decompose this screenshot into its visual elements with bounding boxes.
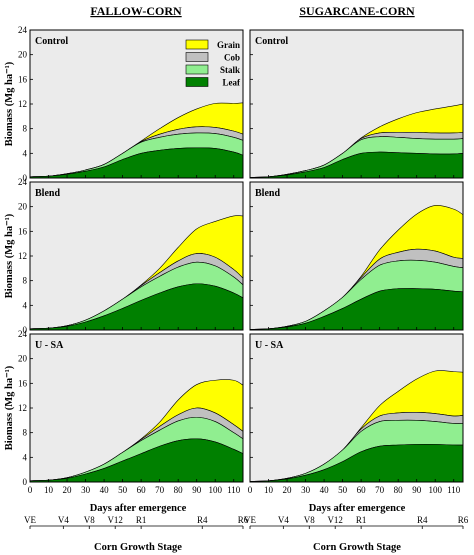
y-axis-title-row-2: Biomass (Mg ha⁻¹) [4,213,15,298]
panel-u-sa-sugarcane-corn-xtick-label-30: 30 [301,485,311,495]
stage-label-left-v12: V12 [107,515,123,525]
panel-u-sa-fallow-corn-ytick-label-20: 20 [18,354,28,364]
stage-label-right-r4: R4 [417,515,428,525]
title-left: FALLOW-CORN [90,4,182,18]
panel-u-sa-fallow-corn-xtick-label-0: 0 [28,485,33,495]
legend-label-cob: Cob [224,53,240,63]
panel-u-sa-fallow-corn-xtick-label-110: 110 [227,485,241,495]
panel-u-sa-sugarcane-corn-xtick-label-110: 110 [447,485,461,495]
panel-u-sa-fallow-corn-ytick-label-0: 0 [23,477,28,487]
legend-swatch-leaf [185,77,209,87]
stage-label-right-r1: R1 [356,515,367,525]
legend-swatch-stalk [185,64,209,75]
panel-blend-fallow-corn-ytick-label-20: 20 [18,202,28,212]
legend-label-grain: Grain [217,40,240,50]
stage-label-right-v8: V8 [304,515,315,525]
panel-blend-sugarcane-corn: Blend [249,181,464,331]
panel-u-sa-sugarcane-corn-xtick-label-40: 40 [320,485,330,495]
y-axis-title-row-1: Biomass (Mg ha⁻¹) [4,61,15,146]
stage-label-right-ve: VE [244,515,256,525]
panel-u-sa-fallow-corn-ytick-label-24: 24 [18,329,28,339]
panel-control-sugarcane-corn-label: Control [255,36,288,47]
stage-label-left-ve: VE [24,515,36,525]
panel-control-fallow-corn-label: Control [35,36,68,47]
panel-u-sa-sugarcane-corn-xtick-label-10: 10 [264,485,274,495]
stage-label-left-r6: R6 [238,515,249,525]
panel-u-sa-fallow-corn-xtick-label-40: 40 [100,485,110,495]
panel-u-sa-fallow-corn-xtick-label-60: 60 [137,485,147,495]
panel-u-sa-sugarcane-corn-xtick-label-20: 20 [283,485,293,495]
panel-u-sa-fallow-corn-xtick-label-50: 50 [118,485,128,495]
panel-u-sa-sugarcane-corn-label: U - SA [255,340,284,351]
panel-blend-fallow-corn-ytick-label-16: 16 [18,226,28,236]
panel-u-sa-fallow-corn-ytick-label-8: 8 [23,428,28,438]
y-axis-title-row-3: Biomass (Mg ha⁻¹) [4,365,15,450]
panel-u-sa-sugarcane-corn-xtick-label-80: 80 [394,485,404,495]
legend: Grain Cob Stalk Leaf [185,39,241,88]
panel-u-sa-fallow-corn: 0 4 8 12 16 20 24 0 10 20 30 40 50 60 70 80 90 100 110 U - … [18,329,244,495]
panel-control-fallow-corn-ytick-label-12: 12 [18,99,27,109]
panel-u-sa-fallow-corn-xtick-label-30: 30 [81,485,91,495]
legend-swatch-cob [185,52,209,62]
legend-label-leaf: Leaf [223,78,241,88]
panel-blend-fallow-corn-ytick-label-12: 12 [18,251,27,261]
panel-control-fallow-corn-ytick-label-20: 20 [18,50,28,60]
x-axis-title-right: Days after emergence [309,503,406,514]
panel-u-sa-fallow-corn-xtick-label-20: 20 [63,485,73,495]
panel-blend-fallow-corn-ytick-label-4: 4 [23,300,28,310]
panel-blend-fallow-corn-label: Blend [35,188,60,199]
stage-label-left-r1: R1 [136,515,147,525]
panel-u-sa-sugarcane-corn-xtick-label-50: 50 [338,485,348,495]
stage-axis-title-right: Corn Growth Stage [313,542,401,553]
panels: 0 4 8 12 16 20 24 Control Control 0 4 8 12 16 20 24 Blen… [18,25,464,495]
stage-label-right-r6: R6 [458,515,469,525]
panel-u-sa-sugarcane-corn-xtick-label-70: 70 [375,485,385,495]
panel-u-sa-fallow-corn-ytick-label-4: 4 [23,452,28,462]
panel-blend-fallow-corn: 0 4 8 12 16 20 24 Blend [18,177,244,335]
stage-label-left-v4: V4 [58,515,69,525]
panel-control-fallow-corn-ytick-label-24: 24 [18,25,28,35]
panel-blend-sugarcane-corn-label: Blend [255,188,280,199]
x-axis-title-left: Days after emergence [90,503,187,514]
stage-axis-title-left: Corn Growth Stage [94,542,182,553]
panel-u-sa-fallow-corn-label: U - SA [35,340,64,351]
panel-u-sa-fallow-corn-xtick-label-70: 70 [155,485,165,495]
stage-label-right-v4: V4 [278,515,289,525]
panel-control-fallow-corn-ytick-label-4: 4 [23,148,28,158]
panel-u-sa-fallow-corn-ytick-label-16: 16 [18,378,28,388]
y-axis-titles: Biomass (Mg ha⁻¹) Biomass (Mg ha⁻¹) Biomas… [4,61,15,450]
panel-u-sa-fallow-corn-ytick-label-12: 12 [18,403,27,413]
stage-label-left-v8: V8 [84,515,95,525]
panel-u-sa-sugarcane-corn: 0 10 20 30 40 50 60 70 80 90 100 110 U - SA [248,333,464,495]
panel-u-sa-sugarcane-corn-xtick-label-60: 60 [357,485,367,495]
panel-u-sa-fallow-corn-xtick-label-10: 10 [44,485,54,495]
panel-blend-fallow-corn-ytick-label-24: 24 [18,177,28,187]
title-right: SUGARCANE-CORN [299,4,415,18]
panel-control-fallow-corn-ytick-label-8: 8 [23,124,28,134]
stage-label-left-r4: R4 [197,515,208,525]
panel-control-fallow-corn: 0 4 8 12 16 20 24 Control [18,25,244,183]
panel-u-sa-sugarcane-corn-xtick-label-90: 90 [412,485,422,495]
panel-control-fallow-corn-ytick-label-0: 0 [23,173,28,183]
legend-label-stalk: Stalk [220,65,240,75]
panel-control-sugarcane-corn: Control [249,29,464,179]
panel-u-sa-fallow-corn-xtick-label-100: 100 [208,485,222,495]
panel-blend-fallow-corn-ytick-label-0: 0 [23,325,28,335]
panel-control-fallow-corn-ytick-label-16: 16 [18,74,28,84]
stage-label-right-v12: V12 [327,515,343,525]
panel-u-sa-sugarcane-corn-xtick-label-0: 0 [248,485,253,495]
legend-swatch-grain [185,39,209,50]
panel-u-sa-sugarcane-corn-xtick-label-100: 100 [428,485,442,495]
panel-u-sa-fallow-corn-xtick-label-80: 80 [174,485,184,495]
panel-blend-fallow-corn-ytick-label-8: 8 [23,276,28,286]
panel-u-sa-fallow-corn-xtick-label-90: 90 [192,485,202,495]
